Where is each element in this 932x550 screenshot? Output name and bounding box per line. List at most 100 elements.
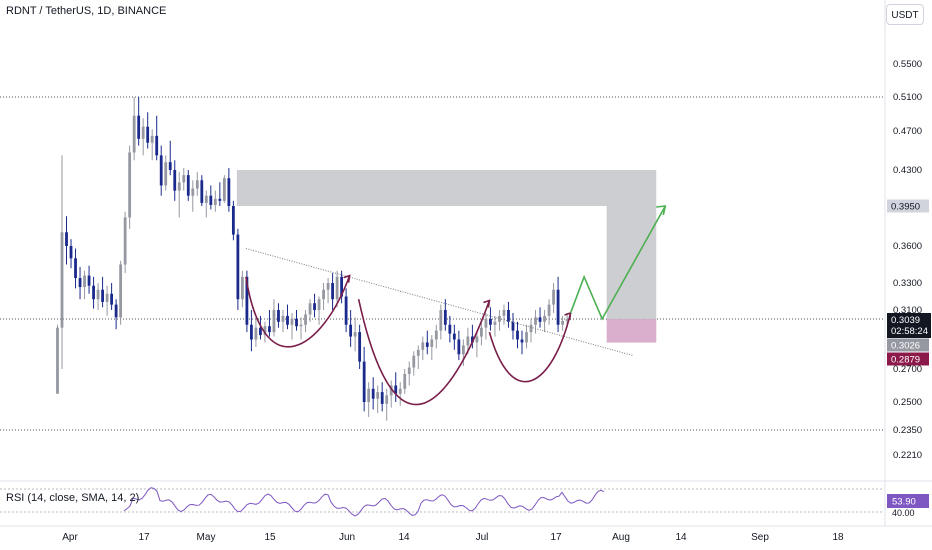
candle <box>173 160 177 201</box>
candle-body <box>222 178 226 201</box>
candle-body <box>74 258 77 279</box>
resistance-zone[interactable] <box>236 170 657 206</box>
price-tick-label: 0.2210 <box>893 450 922 461</box>
candle-body <box>159 155 163 186</box>
candle-body <box>65 232 68 246</box>
projection-arrow[interactable] <box>569 205 666 321</box>
horizontal-levels <box>0 96 884 431</box>
candle <box>489 307 492 331</box>
price-tick-label: 0.5500 <box>893 59 922 70</box>
candle <box>380 382 384 412</box>
candle-body <box>367 388 371 402</box>
candle <box>561 315 564 331</box>
candle <box>209 185 213 210</box>
price-tick-label: 0.3600 <box>893 241 922 252</box>
descending-trendline[interactable] <box>245 247 634 357</box>
candle-body <box>240 276 244 300</box>
cup-curve[interactable] <box>357 299 491 406</box>
candle <box>78 266 82 300</box>
candle-body <box>543 315 546 322</box>
candle-body <box>475 336 479 343</box>
candle-body <box>168 162 172 170</box>
candle <box>119 260 123 325</box>
candle-body <box>448 324 452 334</box>
candle <box>425 330 429 355</box>
candle-body <box>231 206 235 235</box>
candle <box>114 299 118 330</box>
rsi-pane[interactable] <box>0 480 932 527</box>
candle-body <box>195 180 199 189</box>
candle <box>516 321 519 349</box>
drawing-zones[interactable] <box>236 170 657 343</box>
price-axis[interactable]: 0.5500 0.5100 0.4700 0.4300 0.3600 0.3300 0.31… <box>884 0 922 526</box>
rsi-indicator-label[interactable]: RSI (14, close, SMA, 14, 2) <box>6 492 140 504</box>
candle-body <box>380 392 384 404</box>
candle-body <box>552 289 555 305</box>
candle <box>191 180 195 212</box>
candle <box>200 175 204 206</box>
symbol-title[interactable]: RDNT / TetherUS, 1D, BINANCE <box>6 5 167 17</box>
candle <box>155 115 159 161</box>
cup-curve[interactable] <box>488 312 572 383</box>
candle-body <box>371 388 375 399</box>
stop-zone[interactable] <box>606 318 657 343</box>
candle <box>137 97 141 146</box>
candle-body <box>164 162 168 186</box>
candle <box>259 315 262 340</box>
candle-body <box>92 285 95 300</box>
candle-body <box>218 198 222 201</box>
candle-body <box>119 264 123 318</box>
candle-body <box>182 175 186 183</box>
candle-body <box>110 293 114 305</box>
target-zone[interactable] <box>606 206 657 319</box>
candle <box>389 380 393 408</box>
time-tick-label: 17 <box>550 532 562 543</box>
rsi-value-badge <box>887 494 929 508</box>
candle-body <box>317 299 321 310</box>
candle <box>461 339 465 367</box>
candle <box>349 310 353 347</box>
candle-body <box>277 310 280 322</box>
candle <box>421 336 425 361</box>
candle-body <box>227 178 231 206</box>
candle <box>240 270 244 308</box>
candle-body <box>534 317 537 325</box>
candle <box>168 140 172 176</box>
currency-button[interactable]: USDT <box>886 4 924 25</box>
candle <box>443 299 447 331</box>
candle <box>186 170 190 201</box>
candle-body <box>295 318 298 327</box>
candle-body <box>416 349 420 356</box>
candle-body <box>123 217 127 265</box>
drawing-overlays[interactable] <box>245 205 667 406</box>
projection-arrowhead <box>656 205 667 216</box>
candle <box>403 369 407 394</box>
candle <box>367 382 371 417</box>
candle-body <box>358 332 362 362</box>
candle <box>105 285 109 316</box>
candle <box>525 324 528 349</box>
candle-body <box>304 314 307 325</box>
candle <box>470 324 474 349</box>
candle <box>96 283 100 310</box>
candle <box>250 310 253 352</box>
candle <box>87 265 91 294</box>
candle <box>452 324 456 350</box>
candle <box>529 318 533 343</box>
candle <box>128 145 132 229</box>
cup-curve[interactable] <box>245 275 351 348</box>
candle <box>534 310 537 334</box>
candle-body <box>191 188 195 196</box>
candle <box>398 382 402 406</box>
candle-body <box>69 246 73 259</box>
candle <box>231 200 235 241</box>
time-axis[interactable]: Apr 17 May 15 Jun 14 Jul 17 Aug 14 Sep 18 <box>62 532 844 543</box>
candle-body <box>259 327 262 336</box>
time-tick-label: Jun <box>339 532 355 543</box>
candle <box>123 211 127 274</box>
price-tick-label: 0.5100 <box>893 92 922 103</box>
candle-body <box>340 276 344 297</box>
candle-body <box>177 182 181 191</box>
candle-body <box>407 367 411 374</box>
